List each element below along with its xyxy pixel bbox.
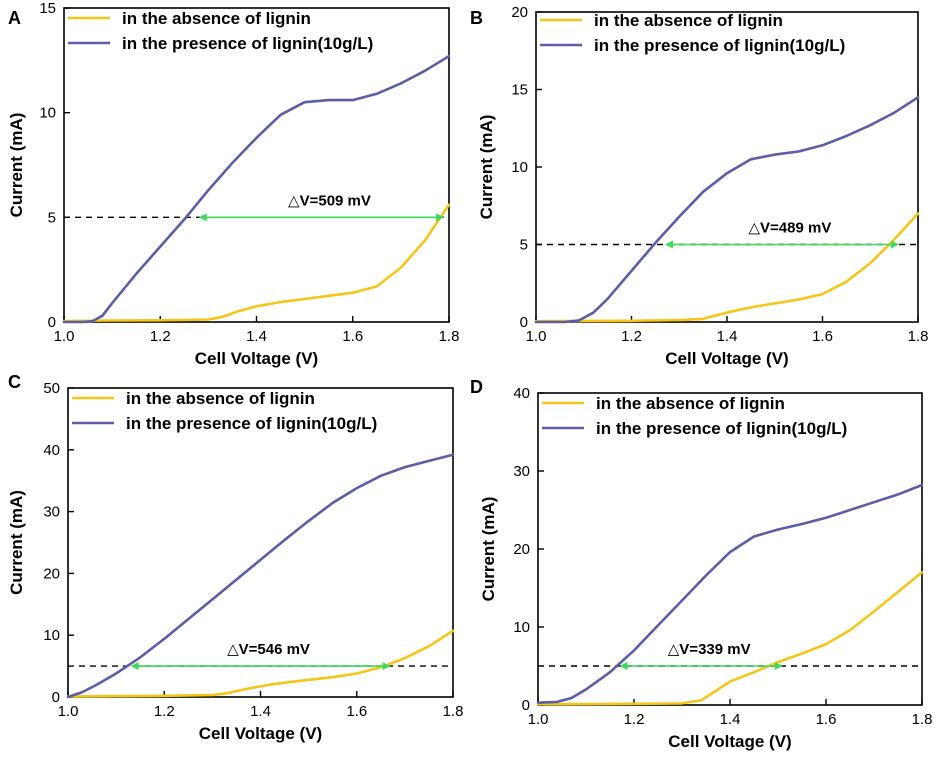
legend-label-absence: in the absence of lignin <box>594 11 783 30</box>
legend-label-absence: in the absence of lignin <box>122 9 311 28</box>
y-tick-label: 20 <box>513 541 530 558</box>
y-tick-label: 10 <box>511 159 528 176</box>
x-tick-label: 1.6 <box>342 328 363 345</box>
x-tick-label: 1.4 <box>717 328 738 345</box>
series-line-absence <box>66 629 455 698</box>
y-tick-label: 15 <box>39 0 56 17</box>
delta-v-label: △V=339 mV <box>668 641 751 658</box>
chart-panel-b: B 1.0 1.2 1.4 1.6 1.8 0 5 10 15 20 Cell Voltage (V)… <box>470 4 928 368</box>
legend-label-presence: in the presence of lignin(10g/L) <box>122 34 373 53</box>
y-axis-title: Current (mA) <box>7 490 26 595</box>
x-tick-label: 1.0 <box>58 703 79 720</box>
x-tick-label: 1.0 <box>528 711 549 728</box>
x-tick-label: 1.2 <box>624 711 645 728</box>
chart-panel-d: D 1.0 1.2 1.4 1.6 1.8 0 10 20 30 40 Cell Voltage (V… <box>470 377 932 751</box>
panel-letter: D <box>470 377 483 397</box>
x-tick-label: 1.8 <box>908 328 929 345</box>
legend-label-absence: in the absence of lignin <box>596 394 785 413</box>
x-tick-label: 1.8 <box>439 328 460 345</box>
y-axis-title: Current (mA) <box>7 113 26 218</box>
y-tick-label: 0 <box>48 314 56 331</box>
x-tick-label: 1.2 <box>154 703 175 720</box>
y-tick-label: 15 <box>511 82 528 99</box>
y-tick-label: 10 <box>39 105 56 122</box>
y-tick-label: 0 <box>520 314 528 331</box>
chart-panel-c: C 1.0 1.2 1.4 1.6 1.8 0 10 20 30 40 50 Cell Voltage … <box>7 372 463 743</box>
series-line-presence <box>66 453 455 699</box>
y-tick-label: 10 <box>513 619 530 636</box>
x-tick-label: 1.2 <box>621 328 642 345</box>
x-axis-title: Cell Voltage (V) <box>668 732 791 751</box>
x-tick-label: 1.4 <box>720 711 741 728</box>
y-tick-label: 20 <box>43 565 60 582</box>
x-axis-title: Cell Voltage (V) <box>665 349 788 368</box>
y-tick-label: 40 <box>513 385 530 402</box>
x-tick-label: 1.6 <box>346 703 367 720</box>
delta-v-label: △V=546 mV <box>227 641 310 658</box>
x-tick-label: 1.8 <box>443 703 464 720</box>
legend-label-presence: in the presence of lignin(10g/L) <box>594 36 845 55</box>
chart-panel-a: A 1.0 1.2 1.4 1.6 1.8 0 5 10 15 Cell Voltage (V) Cu… <box>7 0 459 368</box>
y-tick-label: 50 <box>43 380 60 397</box>
y-tick-label: 30 <box>513 463 530 480</box>
x-tick-label: 1.0 <box>54 328 75 345</box>
y-tick-label: 0 <box>52 689 60 706</box>
legend-label-presence: in the presence of lignin(10g/L) <box>596 419 847 438</box>
delta-v-label: △V=509 mV <box>288 192 371 209</box>
y-tick-label: 30 <box>43 504 60 521</box>
legend-label-presence: in the presence of lignin(10g/L) <box>126 414 377 433</box>
x-axis-title: Cell Voltage (V) <box>195 349 318 368</box>
x-tick-label: 1.8 <box>912 711 933 728</box>
series-line-absence <box>536 571 924 706</box>
panel-letter: B <box>470 8 483 28</box>
x-tick-label: 1.6 <box>812 328 833 345</box>
y-tick-label: 40 <box>43 442 60 459</box>
y-axis-title: Current (mA) <box>477 115 496 220</box>
delta-v-label: △V=489 mV <box>748 220 831 237</box>
y-tick-label: 5 <box>48 209 56 226</box>
legend-label-absence: in the absence of lignin <box>126 389 315 408</box>
series-line-presence <box>62 54 451 324</box>
plot-frame <box>537 392 923 706</box>
series-line-absence <box>534 212 920 323</box>
y-axis-title: Current (mA) <box>479 497 498 602</box>
x-tick-label: 1.4 <box>250 703 271 720</box>
x-axis-title: Cell Voltage (V) <box>199 724 322 743</box>
y-tick-label: 10 <box>43 627 60 644</box>
y-tick-label: 20 <box>511 4 528 21</box>
plot-frame <box>535 11 919 323</box>
series-line-presence <box>534 96 920 324</box>
x-tick-label: 1.6 <box>816 711 837 728</box>
x-tick-label: 1.4 <box>246 328 267 345</box>
y-tick-label: 0 <box>522 697 530 714</box>
series-line-presence <box>536 483 924 705</box>
y-tick-label: 5 <box>520 237 528 254</box>
series-line-absence <box>62 203 451 323</box>
x-tick-label: 1.2 <box>150 328 171 345</box>
panel-letter: A <box>8 8 21 28</box>
x-tick-label: 1.0 <box>526 328 547 345</box>
panel-letter: C <box>8 372 21 392</box>
